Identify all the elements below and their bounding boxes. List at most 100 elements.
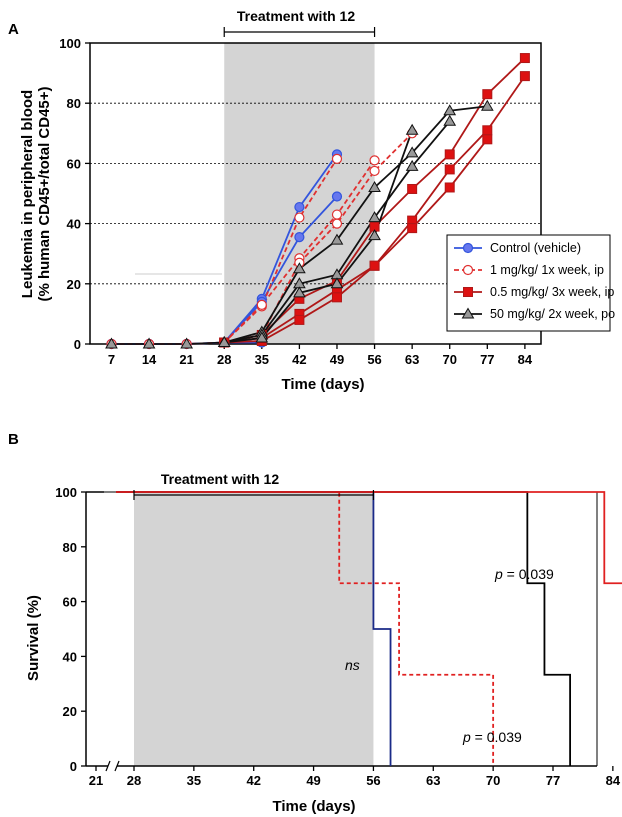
panel-b-y-axis-title: Survival (%) — [25, 595, 42, 681]
panel-b-treatment-bracket — [133, 490, 375, 500]
legend-label-1mg: 1 mg/kg/ 1x week, ip — [490, 263, 604, 277]
marker-s11-p1 — [255, 331, 269, 343]
marker-s9-p8 — [405, 146, 419, 158]
panel-b-x-ticks: 212835424956637077849198 — [89, 766, 621, 788]
marker-s6-p7 — [482, 89, 493, 100]
marker-s8-p5 — [407, 223, 418, 234]
b-x-tick-label-49: 49 — [306, 773, 320, 788]
legend-label-control: Control (vehicle) — [490, 241, 581, 255]
series-line-5 — [224, 132, 413, 344]
series-line-11 — [224, 129, 413, 344]
marker-s4-p4 — [369, 155, 380, 166]
marker-s10-p5 — [405, 159, 419, 171]
panel-a-series — [105, 53, 530, 350]
panel-b-treatment-label: Treatment with 12 — [161, 471, 279, 487]
b-x-tick-label-56: 56 — [366, 773, 380, 788]
x-tick-label-49: 49 — [330, 352, 344, 367]
panel-a-x-ticks: 7 14 21 28 35 42 49 56 63 70 77 84 — [108, 344, 533, 367]
annotation-ns: ns — [345, 657, 360, 673]
panel-b-x-axis-title: Time (days) — [272, 798, 355, 815]
marker-s6-p8 — [519, 53, 530, 64]
marker-s11-p3 — [330, 277, 344, 289]
x-tick-label-7: 7 — [108, 352, 115, 367]
panel-a: A 7 14 21 28 35 42 49 56 63 70 77 84 0 20 40 60 80 100 T… — [8, 8, 615, 393]
marker-s9-p7 — [368, 180, 381, 192]
y-tick-label-0: 0 — [74, 337, 81, 352]
panel-a-treatment-label: Treatment with 12 — [237, 8, 355, 24]
y-tick-label-100: 100 — [59, 36, 81, 51]
marker-s9-p1 — [142, 337, 156, 349]
marker-s11-p2 — [293, 286, 306, 298]
panel-a-axes — [89, 42, 542, 345]
marker-s5-p4 — [369, 165, 380, 177]
x-tick-label-84: 84 — [518, 352, 533, 367]
marker-s8-p6 — [444, 182, 455, 193]
series-line-8 — [224, 138, 489, 344]
survival-curve-1 — [116, 491, 495, 766]
legend-entry-50mg: 50 mg/kg/ 2x week, po — [454, 307, 615, 321]
panel-a-y-axis-title-line1: Leukemia in peripheral blood — [19, 90, 36, 298]
x-tick-label-70: 70 — [442, 352, 456, 367]
marker-s4-p3 — [331, 209, 343, 220]
y-tick-label-40: 40 — [67, 217, 81, 232]
x-tick-label-21: 21 — [179, 352, 193, 367]
marker-s1-p5 — [294, 232, 305, 243]
x-tick-label-56: 56 — [367, 352, 381, 367]
annotation-p-black-symbol: p — [462, 729, 471, 745]
marker-s9-p6 — [330, 233, 344, 245]
b-y-tick-label-100: 100 — [55, 485, 77, 500]
panel-b-label: B — [8, 431, 19, 448]
survival-curve-3 — [116, 491, 622, 585]
marker-s6-p5 — [407, 183, 418, 194]
marker-s1-p6 — [331, 191, 343, 202]
panel-a-legend: Control (vehicle) 1 mg/kg/ 1x week, ip 0… — [446, 234, 615, 332]
panel-a-x-axis-title: Time (days) — [281, 376, 364, 393]
panel-a-plot-frame — [89, 42, 542, 345]
marker-s10-p4 — [368, 211, 381, 223]
marker-s7-p7 — [482, 125, 493, 136]
b-x-tick-label-28: 28 — [127, 773, 141, 788]
y-tick-label-80: 80 — [67, 96, 81, 111]
x-tick-label-14: 14 — [142, 352, 157, 367]
marker-s8-p2 — [294, 314, 305, 325]
marker-s11-p5 — [405, 123, 419, 135]
marker-s3-p6 — [331, 153, 343, 164]
b-x-tick-label-42: 42 — [246, 773, 260, 788]
marker-s10-p6 — [443, 114, 457, 126]
marker-s7-p8 — [519, 71, 530, 82]
marker-s4-p1 — [256, 299, 267, 310]
b-y-tick-label-60: 60 — [63, 595, 77, 610]
legend-label-50mg: 50 mg/kg/ 2x week, po — [490, 307, 615, 321]
b-y-tick-label-0: 0 — [70, 759, 77, 774]
panel-a-y-axis-title-line2: (% human CD45+/total CD45+) — [36, 86, 53, 301]
marker-s8-p3 — [331, 292, 342, 303]
marker-s8-p7 — [482, 134, 493, 145]
panel-a-label: A — [8, 21, 19, 38]
marker-s3-p5 — [294, 212, 305, 223]
b-x-tick-label-77: 77 — [546, 773, 560, 788]
axis-break-mark-2 — [114, 760, 120, 772]
annotation-p-red-value: = 0.039 — [503, 566, 554, 582]
b-x-tick-label-70: 70 — [486, 773, 500, 788]
marker-s9-p2 — [180, 337, 194, 349]
panel-a-y-ticks: 0 20 40 60 80 100 — [59, 36, 90, 352]
marker-s8-p4 — [369, 260, 380, 271]
legend-entry-1mg: 1 mg/kg/ 1x week, ip — [454, 263, 604, 277]
marker-s5-p3 — [331, 218, 343, 229]
y-tick-label-60: 60 — [67, 156, 81, 171]
x-tick-label-28: 28 — [217, 352, 231, 367]
panel-b: B 212835424956637077849198 020406080100 … — [8, 431, 622, 815]
panel-a-gridlines — [90, 102, 541, 285]
legend-entry-0-5mg: 0.5 mg/kg/ 3x week, ip — [454, 285, 614, 299]
panel-b-series — [86, 491, 622, 766]
marker-s11-p4 — [368, 229, 381, 241]
marker-s9-p5 — [293, 262, 306, 274]
legend-entry-control: Control (vehicle) — [454, 241, 581, 255]
b-x-tick-label-84: 84 — [606, 773, 621, 788]
b-y-tick-label-20: 20 — [63, 704, 77, 719]
b-x-tick-label-63: 63 — [426, 773, 440, 788]
legend-label-0-5mg: 0.5 mg/kg/ 3x week, ip — [490, 285, 614, 299]
marker-s9-p10 — [480, 99, 494, 111]
axis-break-mark-1 — [105, 760, 111, 772]
